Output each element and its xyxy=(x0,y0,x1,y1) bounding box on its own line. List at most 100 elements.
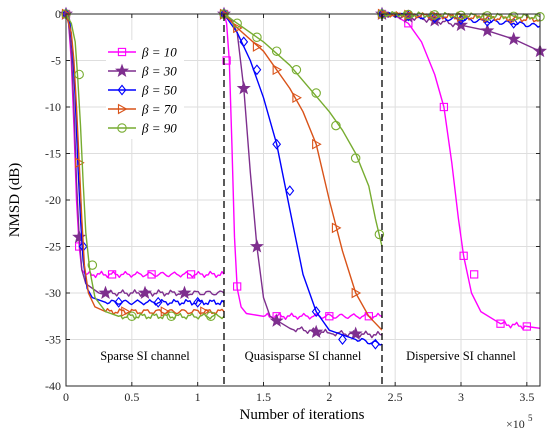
x-tick-label: 0 xyxy=(63,390,69,404)
region-boundaries xyxy=(223,14,383,386)
data-point xyxy=(429,10,440,20)
legend-label: β = 50 xyxy=(141,83,177,98)
legend-label: β = 30 xyxy=(141,64,177,79)
x-tick-label: 2 xyxy=(326,390,332,404)
data-point xyxy=(338,334,347,345)
region-label: Dispersive SI channel xyxy=(406,349,516,363)
y-tick-label: -5 xyxy=(51,54,61,68)
series-line xyxy=(381,11,541,52)
data-point xyxy=(509,17,519,29)
data-point xyxy=(271,46,282,56)
data-point xyxy=(222,56,231,65)
data-point xyxy=(374,229,385,240)
data-point xyxy=(75,157,85,169)
y-tick-label: -15 xyxy=(45,147,61,161)
data-point xyxy=(137,285,153,299)
series-line xyxy=(65,13,225,320)
series-line xyxy=(381,13,541,330)
legend-marker xyxy=(114,63,130,77)
data-point xyxy=(233,282,242,291)
data-point xyxy=(107,270,117,279)
series-line xyxy=(65,13,225,306)
legend: β = 10 β = 30 β = 50 β = 70 β = 90 xyxy=(106,40,184,139)
data-point xyxy=(269,313,284,327)
data-point xyxy=(351,287,362,299)
series-1 xyxy=(61,9,541,331)
data-point xyxy=(193,296,203,308)
y-tick-label: -35 xyxy=(45,333,61,347)
data-point xyxy=(480,23,495,37)
x-axis-label: Number of iterations xyxy=(240,407,365,423)
data-point xyxy=(470,270,479,279)
y-tick-label: -20 xyxy=(45,193,61,207)
x-tick-label: 3 xyxy=(458,390,464,404)
data-point xyxy=(272,138,282,150)
data-point xyxy=(153,296,163,308)
data-point xyxy=(331,222,342,234)
data-point xyxy=(311,306,321,318)
x-tick-label: 3.5 xyxy=(519,390,534,404)
data-point xyxy=(439,102,449,112)
data-point xyxy=(456,10,466,21)
data-point xyxy=(350,153,361,163)
data-point xyxy=(166,311,177,321)
x-multiplier-label: ×10 xyxy=(506,417,525,431)
data-point xyxy=(371,338,380,350)
data-point xyxy=(285,185,295,197)
legend-label: β = 70 xyxy=(141,102,177,117)
x-tick-label: 2.5 xyxy=(388,390,403,404)
data-point xyxy=(312,138,322,150)
legend-label: β = 10 xyxy=(141,45,177,60)
data-point xyxy=(252,41,263,52)
legend-marker xyxy=(117,123,127,133)
data-point xyxy=(311,88,321,98)
data-point xyxy=(325,312,334,321)
legend-item: β = 70 xyxy=(108,102,177,117)
data-point xyxy=(482,11,493,21)
data-point xyxy=(232,18,242,29)
data-point xyxy=(147,270,156,279)
data-point xyxy=(252,32,262,42)
data-point xyxy=(87,260,98,270)
data-point xyxy=(249,239,264,253)
legend-marker xyxy=(117,103,128,115)
axis-ticks: 0 0.5 1 1.5 2 2.5 3 3.5 0 -5 -10 -15 -20 -25 -30 -35 -40 xyxy=(45,7,540,404)
data-point xyxy=(233,22,243,34)
data-point xyxy=(331,120,341,131)
x-multiplier-exponent: 5 xyxy=(528,413,533,423)
data-point xyxy=(121,306,131,317)
data-point xyxy=(160,306,171,317)
data-point xyxy=(506,31,521,46)
data-point xyxy=(309,324,324,339)
legend-item: β = 50 xyxy=(108,83,177,98)
data-point xyxy=(348,326,363,340)
y-axis-label: NMSD (dB) xyxy=(7,163,23,238)
region-label: Sparse SI channel xyxy=(100,349,190,363)
region-label: Quasisparse SI channel xyxy=(245,349,362,363)
x-tick-label: 0.5 xyxy=(124,390,139,404)
data-point xyxy=(177,285,192,299)
legend-label: β = 90 xyxy=(141,121,177,136)
data-point xyxy=(98,285,113,299)
x-tick-label: 1.5 xyxy=(256,390,271,404)
data-point xyxy=(239,36,249,48)
data-point xyxy=(272,64,283,76)
data-point xyxy=(508,11,519,22)
legend-item: β = 90 xyxy=(108,121,177,136)
data-point xyxy=(114,296,124,308)
data-point xyxy=(522,322,531,331)
data-point xyxy=(459,251,468,260)
data-point xyxy=(292,92,302,104)
series-2 xyxy=(58,6,548,340)
x-tick-label: 1 xyxy=(195,390,201,404)
y-tick-label: -10 xyxy=(45,100,61,114)
series-line xyxy=(223,13,383,247)
y-tick-label: 0 xyxy=(55,7,61,21)
series-line xyxy=(223,13,383,339)
data-point xyxy=(206,311,216,321)
data-point xyxy=(236,81,251,95)
legend-item: β = 10 xyxy=(108,45,177,60)
region-labels: Sparse SI channel Quasisparse SI channel D… xyxy=(100,349,516,363)
data-point xyxy=(74,69,84,80)
